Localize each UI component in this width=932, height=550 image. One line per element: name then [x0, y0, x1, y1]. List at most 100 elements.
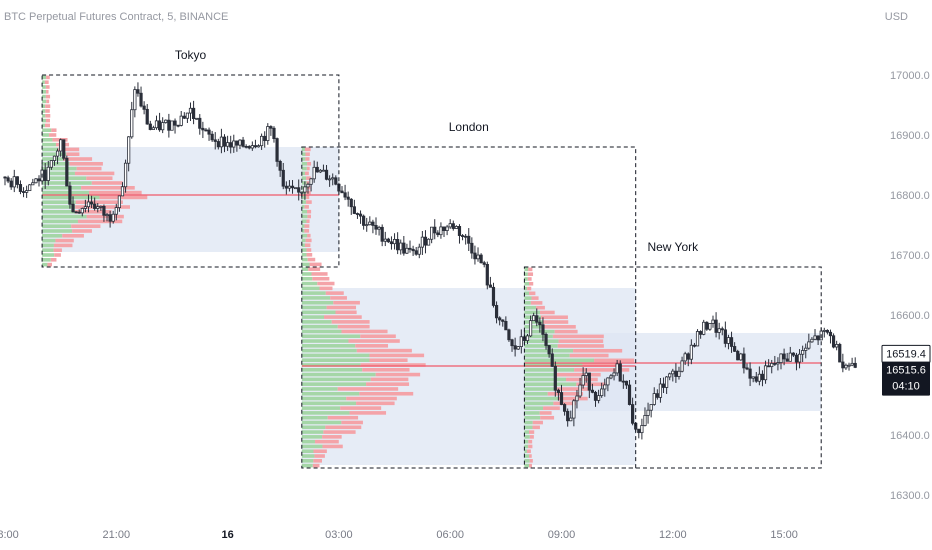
profile-up-bar: [42, 186, 82, 190]
profile-down-bar: [46, 118, 50, 123]
candle-body: [105, 214, 109, 217]
candle-body: [59, 139, 63, 152]
candle-body: [210, 133, 214, 141]
profile-up-bar: [301, 382, 367, 386]
profile-up-bar: [301, 444, 323, 449]
profile-up-bar: [42, 75, 47, 80]
profile-up-bar: [301, 372, 376, 377]
x-tick-label: 09:00: [548, 529, 576, 541]
candle-body: [785, 358, 789, 362]
profile-down-bar: [337, 387, 399, 391]
profile-up-bar: [301, 253, 307, 257]
profile-down-bar: [340, 406, 382, 410]
candle-body: [485, 263, 489, 286]
candle-body: [445, 226, 449, 231]
profile-down-bar: [528, 463, 532, 468]
profile-down-bar: [307, 209, 312, 214]
candle-body: [451, 223, 455, 229]
profile-down-bar: [307, 233, 311, 238]
candle-body: [46, 166, 50, 181]
candle-body: [232, 140, 236, 148]
x-tick-label: 16: [221, 529, 233, 541]
profile-down-bar: [62, 234, 84, 238]
profile-up-bar: [301, 238, 306, 243]
session-box-1: [301, 146, 637, 469]
profile-down-bar: [541, 315, 568, 320]
profile-up-bar: [524, 334, 553, 339]
profile-down-bar: [349, 411, 387, 415]
candle-body: [37, 178, 41, 182]
candle-body: [482, 262, 486, 265]
profile-down-bar: [307, 214, 311, 219]
profile-down-bar: [528, 444, 533, 449]
profile-down-bar: [72, 229, 92, 233]
candle-body: [9, 180, 13, 188]
candle-body: [198, 117, 202, 129]
candle-body: [572, 400, 576, 419]
profile-up-bar: [524, 435, 530, 439]
profile-up-bar: [301, 219, 307, 224]
candle-body: [392, 239, 397, 245]
candle-body: [229, 142, 233, 148]
candle-body: [15, 176, 19, 185]
candle-body: [479, 254, 483, 264]
profile-down-bar: [576, 382, 606, 387]
profile-down-bar: [313, 459, 323, 463]
profile-up-bar: [301, 411, 350, 415]
profile-down-bar: [51, 128, 57, 132]
profile-down-bar: [327, 415, 359, 420]
profile-down-bar: [542, 320, 569, 324]
profile-up-bar: [524, 392, 548, 396]
candle-body: [108, 214, 112, 222]
candle-body: [460, 235, 465, 237]
candle-body: [127, 136, 131, 164]
profile-down-bar: [74, 171, 115, 176]
profile-down-bar: [55, 238, 74, 243]
candle-body: [256, 145, 261, 148]
candle-body: [80, 208, 84, 214]
profile-down-bar: [333, 300, 360, 305]
candle-body: [699, 331, 703, 335]
candle-body: [615, 363, 619, 374]
candle-body: [321, 169, 326, 172]
profile-up-bar: [301, 257, 308, 262]
candle-body: [216, 141, 220, 148]
candle-body: [306, 183, 310, 188]
candle-body: [757, 373, 761, 382]
profile-up-bar: [301, 320, 332, 324]
profile-up-bar: [524, 277, 528, 281]
candle-body: [813, 335, 817, 340]
candle-body: [816, 335, 820, 341]
candle-body: [467, 235, 471, 244]
candle-body: [284, 185, 288, 189]
candle-body: [597, 395, 601, 401]
profile-down-bar: [341, 420, 363, 425]
profile-up-bar: [301, 166, 307, 171]
candle-body: [448, 223, 452, 228]
profile-up-bar: [524, 406, 544, 410]
profile-up-bar: [301, 406, 341, 410]
candle-body: [797, 353, 802, 363]
profile-down-bar: [530, 301, 543, 305]
candle-body: [473, 252, 477, 260]
candle-body: [430, 226, 434, 240]
profile-down-bar: [304, 147, 311, 152]
candle-body: [566, 410, 570, 422]
candle-body: [748, 368, 752, 379]
profile-down-bar: [307, 161, 312, 166]
profile-down-bar: [341, 329, 388, 334]
profile-up-bar: [42, 147, 59, 152]
candle-body: [71, 203, 75, 213]
profile-up-bar: [301, 459, 314, 463]
candle-body: [52, 155, 57, 161]
profile-up-bar: [524, 272, 528, 276]
candle-body: [179, 115, 183, 126]
candle-body: [569, 417, 573, 422]
candle-body: [835, 344, 839, 348]
profile-up-bar: [301, 344, 356, 348]
candle-body: [556, 389, 561, 393]
candle-body: [290, 185, 295, 189]
candle-body: [831, 335, 836, 348]
profile-down-bar: [312, 463, 320, 468]
